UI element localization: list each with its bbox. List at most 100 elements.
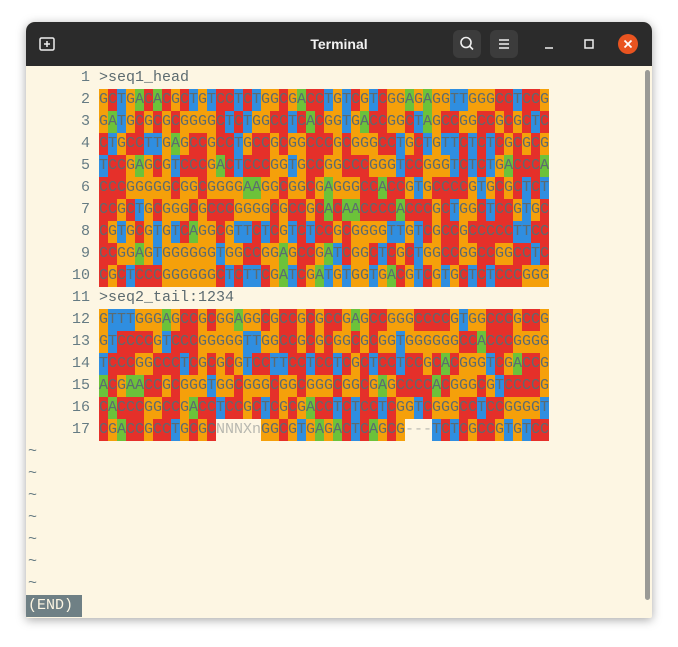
base: G bbox=[351, 375, 360, 397]
base: G bbox=[504, 353, 513, 375]
search-button[interactable] bbox=[453, 30, 481, 58]
base: - bbox=[405, 421, 415, 438]
base: C bbox=[531, 155, 540, 177]
base: T bbox=[423, 133, 432, 155]
base: C bbox=[522, 111, 531, 133]
base: G bbox=[468, 375, 477, 397]
base: T bbox=[243, 221, 252, 243]
base: C bbox=[108, 243, 117, 265]
base: G bbox=[441, 89, 450, 111]
base: T bbox=[369, 89, 378, 111]
base: G bbox=[207, 221, 216, 243]
base: T bbox=[450, 133, 459, 155]
base: G bbox=[225, 375, 234, 397]
base: G bbox=[189, 265, 198, 287]
close-button[interactable] bbox=[614, 30, 642, 58]
base: C bbox=[144, 89, 153, 111]
base: T bbox=[180, 353, 189, 375]
base: G bbox=[468, 309, 477, 331]
base: G bbox=[468, 111, 477, 133]
base: C bbox=[198, 133, 207, 155]
base: G bbox=[324, 111, 333, 133]
base: T bbox=[396, 331, 405, 353]
new-tab-button[interactable] bbox=[33, 30, 61, 58]
base: G bbox=[162, 155, 171, 177]
base: C bbox=[117, 397, 126, 419]
base: C bbox=[522, 353, 531, 375]
base: C bbox=[207, 309, 216, 331]
base: G bbox=[252, 375, 261, 397]
base: G bbox=[225, 331, 234, 353]
base: G bbox=[315, 243, 324, 265]
base: C bbox=[531, 133, 540, 155]
base: G bbox=[261, 375, 270, 397]
base: C bbox=[495, 309, 504, 331]
base: C bbox=[288, 397, 297, 419]
base: G bbox=[279, 199, 288, 221]
base: C bbox=[432, 353, 441, 375]
base: G bbox=[180, 397, 189, 419]
base: G bbox=[216, 177, 225, 199]
base: C bbox=[207, 353, 216, 375]
base: G bbox=[540, 133, 549, 155]
base: C bbox=[387, 177, 396, 199]
base: T bbox=[189, 89, 198, 111]
base: C bbox=[486, 111, 495, 133]
minimize-button[interactable] bbox=[535, 30, 563, 58]
base: C bbox=[423, 265, 432, 287]
base: C bbox=[108, 155, 117, 177]
base: C bbox=[396, 375, 405, 397]
base: C bbox=[351, 155, 360, 177]
base: G bbox=[261, 89, 270, 111]
base: G bbox=[297, 133, 306, 155]
base: C bbox=[324, 309, 333, 331]
base: C bbox=[261, 265, 270, 287]
base: C bbox=[495, 199, 504, 221]
base: C bbox=[324, 331, 333, 353]
base: C bbox=[531, 353, 540, 375]
base: G bbox=[135, 309, 144, 331]
base: T bbox=[333, 243, 342, 265]
base: - bbox=[423, 421, 433, 438]
base: G bbox=[243, 397, 252, 419]
base: T bbox=[126, 265, 135, 287]
base: C bbox=[387, 397, 396, 419]
base: C bbox=[432, 309, 441, 331]
base: C bbox=[252, 243, 261, 265]
base: C bbox=[279, 177, 288, 199]
menu-button[interactable] bbox=[490, 30, 518, 58]
line-number: 12 bbox=[71, 311, 90, 328]
base: C bbox=[225, 89, 234, 111]
empty-line-marker: ~ bbox=[28, 509, 38, 526]
base: C bbox=[153, 375, 162, 397]
base: A bbox=[117, 419, 126, 441]
window-title: Terminal bbox=[310, 36, 368, 52]
base: A bbox=[324, 199, 333, 221]
base: G bbox=[198, 331, 207, 353]
base: C bbox=[459, 265, 468, 287]
maximize-button[interactable] bbox=[575, 30, 603, 58]
base: C bbox=[468, 397, 477, 419]
base: A bbox=[297, 89, 306, 111]
base: T bbox=[306, 221, 315, 243]
base: G bbox=[495, 155, 504, 177]
base: G bbox=[198, 89, 207, 111]
base: G bbox=[270, 155, 279, 177]
base: C bbox=[360, 155, 369, 177]
base: G bbox=[189, 375, 198, 397]
base: C bbox=[477, 221, 486, 243]
base: T bbox=[468, 155, 477, 177]
base: C bbox=[162, 397, 171, 419]
scrollbar[interactable] bbox=[645, 70, 650, 600]
base: C bbox=[189, 331, 198, 353]
base: G bbox=[351, 243, 360, 265]
base: G bbox=[270, 331, 279, 353]
base: C bbox=[117, 331, 126, 353]
base: G bbox=[261, 331, 270, 353]
base: C bbox=[162, 89, 171, 111]
base: G bbox=[531, 331, 540, 353]
base: C bbox=[378, 111, 387, 133]
base: C bbox=[405, 111, 414, 133]
base: G bbox=[315, 375, 324, 397]
base: G bbox=[351, 221, 360, 243]
